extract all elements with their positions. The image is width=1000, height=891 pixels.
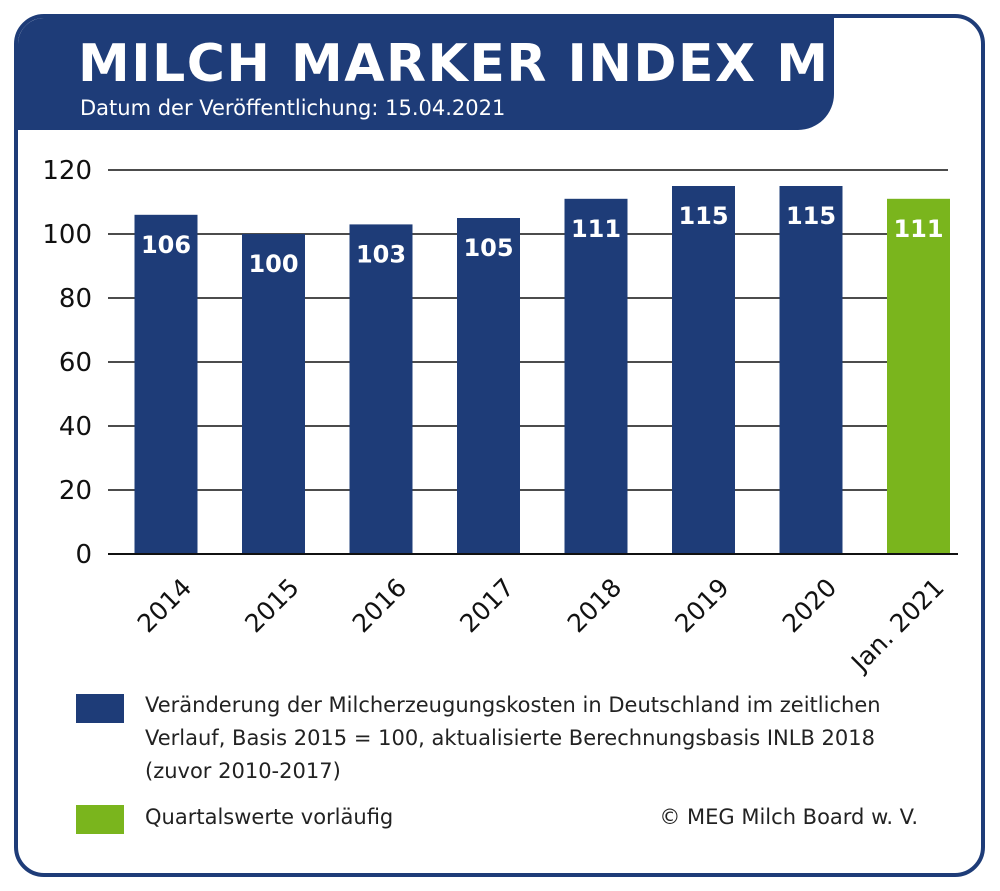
chart-title: MILCH MARKER INDEX MMI: [78, 34, 904, 94]
x-tick-label: 2017: [454, 573, 519, 638]
bar: [134, 214, 198, 555]
bar-value-label: 105: [463, 234, 513, 262]
title-banner: MILCH MARKER INDEX MMI Datum der Veröffe…: [18, 18, 902, 130]
bar-value-label: 111: [893, 215, 943, 243]
x-tick-label: 2020: [777, 573, 842, 638]
bar: [887, 198, 950, 555]
bar-value-label: 111: [571, 215, 621, 243]
bar-value-label: 115: [678, 202, 728, 230]
bar: [564, 198, 628, 555]
x-tick-label: 2015: [239, 573, 304, 638]
y-tick-label: 100: [42, 220, 92, 250]
bar-value-label: 115: [786, 202, 836, 230]
x-tick-label: 2014: [132, 573, 197, 638]
y-tick-label: 60: [59, 348, 92, 378]
y-tick-label: 120: [42, 156, 92, 186]
y-tick-label: 40: [59, 412, 92, 442]
x-tick-label: 2018: [562, 573, 627, 638]
bar-value-label: 100: [248, 250, 298, 278]
bar: [242, 234, 305, 554]
y-tick-label: 20: [59, 476, 92, 506]
bar-value-label: 103: [356, 240, 406, 268]
x-tick-label: 2016: [347, 573, 412, 638]
publication-date: Datum der Veröffentlichung: 15.04.2021: [80, 96, 506, 120]
bar: [672, 186, 735, 554]
bar-value-label: 106: [141, 231, 191, 259]
bar: [349, 224, 413, 554]
y-tick-label: 0: [75, 540, 92, 570]
x-tick-label: 2019: [669, 573, 734, 638]
x-tick-label: Jan. 2021: [844, 573, 949, 678]
bar: [457, 218, 520, 554]
bar: [779, 186, 843, 554]
y-tick-label: 80: [59, 284, 92, 314]
